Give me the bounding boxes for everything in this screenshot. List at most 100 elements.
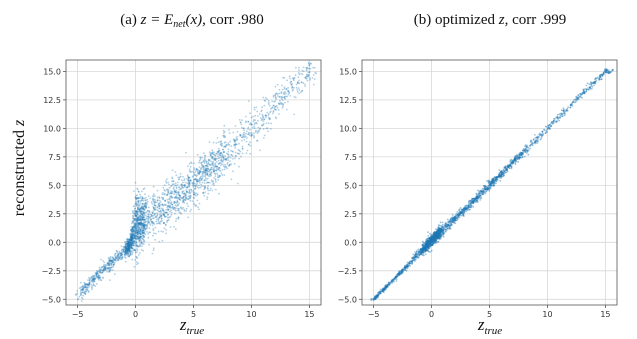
scatter-point — [98, 274, 101, 277]
scatter-point — [267, 113, 270, 115]
panel-a-title: (a) z = Enet(x), corr .980 — [120, 12, 264, 30]
scatter-point — [537, 140, 539, 143]
scatter-point — [128, 245, 131, 248]
scatter-point — [140, 240, 143, 243]
scatter-point — [192, 183, 195, 186]
scatter-point — [165, 211, 167, 214]
scatter-point — [298, 73, 301, 76]
scatter-point — [163, 214, 166, 216]
scatter-point — [108, 261, 111, 263]
scatter-point — [495, 176, 498, 178]
scatter-point — [262, 122, 265, 125]
scatter-point — [142, 212, 145, 215]
scatter-point — [141, 229, 143, 232]
scatter-point — [173, 190, 176, 193]
scatter-point — [241, 119, 243, 122]
scatter-point — [461, 208, 463, 211]
scatter-point — [129, 252, 132, 255]
scatter-point — [280, 91, 283, 94]
scatter-point — [108, 257, 110, 260]
scatter-point — [436, 233, 439, 236]
scatter-point — [135, 194, 137, 197]
scatter-point — [241, 136, 244, 139]
scatter-point — [98, 279, 100, 281]
scatter-point — [312, 66, 314, 69]
scatter-point — [498, 169, 501, 172]
scatter-point — [263, 134, 266, 137]
scatter-point — [256, 139, 258, 142]
scatter-point — [220, 156, 223, 159]
scatter-point — [207, 160, 210, 162]
scatter-point — [117, 254, 119, 256]
scatter-point — [125, 242, 128, 245]
scatter-point — [517, 153, 520, 156]
scatter-point — [85, 288, 88, 291]
scatter-point — [477, 201, 479, 203]
scatter-point — [92, 277, 95, 279]
scatter-point — [113, 273, 116, 276]
scatter-point — [131, 226, 134, 229]
scatter-point — [274, 116, 277, 119]
scatter-point — [175, 201, 177, 204]
scatter-point — [593, 84, 595, 87]
scatter-point — [245, 130, 248, 133]
scatter-point — [252, 120, 255, 123]
scatter-point — [128, 250, 131, 253]
scatter-point — [200, 170, 202, 173]
scatter-point — [139, 200, 142, 203]
scatter-point — [135, 237, 138, 240]
scatter-point — [137, 213, 139, 216]
scatter-point — [164, 192, 166, 195]
scatter-point — [195, 192, 197, 195]
scatter-point — [137, 215, 139, 218]
scatter-point — [510, 162, 512, 165]
scatter-point — [202, 170, 205, 173]
scatter-point — [154, 215, 157, 218]
scatter-point — [209, 163, 212, 166]
scatter-point — [242, 127, 245, 130]
scatter-point — [128, 245, 131, 248]
scatter-point — [158, 202, 161, 205]
scatter-point — [109, 259, 111, 262]
scatter-point — [296, 90, 299, 93]
scatter-point — [190, 180, 192, 182]
scatter-point — [181, 184, 184, 187]
scatter-point — [219, 152, 221, 155]
scatter-point — [308, 74, 310, 77]
scatter-point — [228, 155, 231, 158]
scatter-point — [198, 173, 201, 176]
scatter-point — [204, 167, 207, 169]
y-tick-label: 5.0 — [48, 181, 61, 190]
scatter-point — [106, 267, 108, 269]
scatter-point — [209, 153, 212, 155]
scatter-point — [79, 290, 82, 292]
scatter-point — [202, 168, 205, 171]
scatter-point — [87, 283, 90, 286]
scatter-point — [133, 223, 136, 226]
scatter-point — [125, 242, 128, 245]
scatter-point — [234, 139, 236, 142]
scatter-point — [308, 67, 310, 70]
scatter-point — [298, 89, 301, 91]
scatter-point — [106, 264, 109, 266]
scatter-point — [142, 237, 145, 239]
scatter-point — [81, 288, 84, 291]
scatter-point — [108, 258, 111, 260]
scatter-point — [417, 248, 420, 251]
scatter-point — [262, 120, 265, 122]
scatter-point — [136, 208, 139, 211]
scatter-point — [129, 253, 132, 256]
scatter-point — [222, 132, 225, 134]
scatter-point — [128, 248, 131, 251]
scatter-point — [170, 190, 172, 193]
scatter-point — [150, 215, 153, 218]
scatter-point — [175, 196, 178, 198]
scatter-point — [463, 211, 465, 213]
scatter-point — [268, 105, 271, 107]
scatter-point — [566, 109, 569, 112]
scatter-point — [88, 276, 90, 279]
scatter-point — [149, 213, 152, 216]
scatter-point — [103, 269, 105, 272]
scatter-point — [154, 208, 157, 211]
scatter-point — [126, 251, 128, 254]
